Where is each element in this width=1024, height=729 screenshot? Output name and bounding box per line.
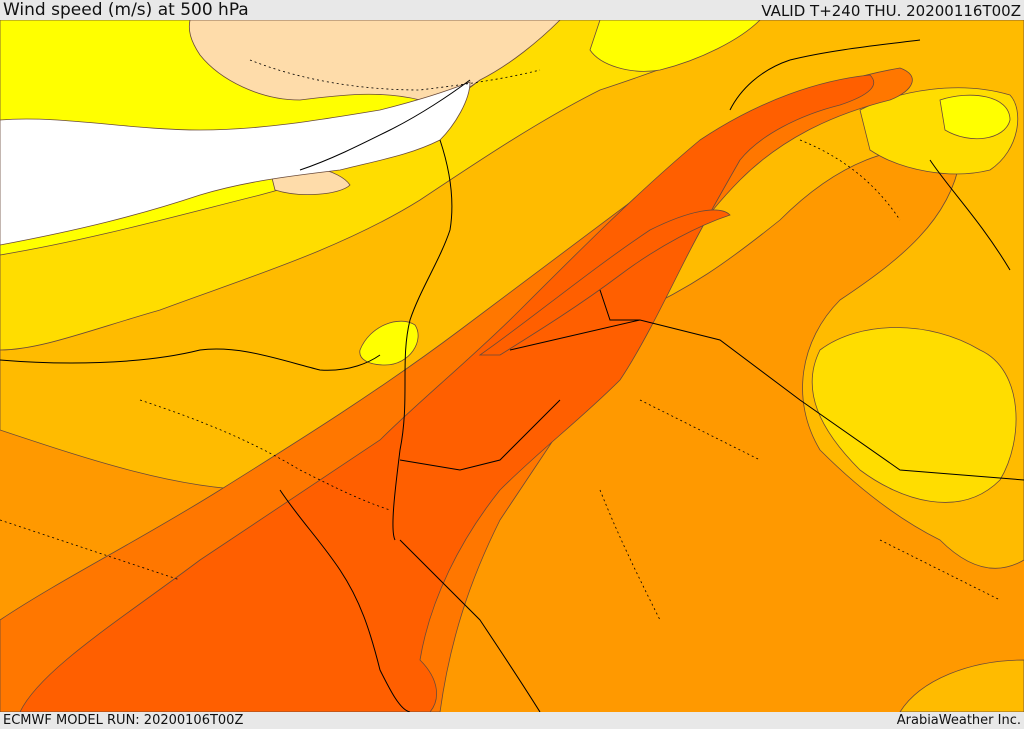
map-footer: ECMWF MODEL RUN: 20200106T00Z ArabiaWeat… [0,712,1024,729]
valid-time: VALID T+240 THU. 20200116T00Z [761,2,1021,20]
band-20-25-east2 [811,327,1017,503]
coastlines [0,39,1024,712]
band-15-20-ne [589,20,761,72]
credit: ArabiaWeather Inc. [896,713,1021,728]
wind-speed-map [0,20,1024,712]
band-15-20-east [939,94,1011,140]
model-run: ECMWF MODEL RUN: 20200106T00Z [3,713,244,728]
map-title: Wind speed (m/s) at 500 hPa [3,0,249,20]
borders [0,59,1001,621]
band-lt10 [0,81,471,246]
map-header: Wind speed (m/s) at 500 hPa VALID T+240 … [0,0,1024,20]
band-10-15 [188,20,561,102]
band-40-45-streak [478,209,731,356]
